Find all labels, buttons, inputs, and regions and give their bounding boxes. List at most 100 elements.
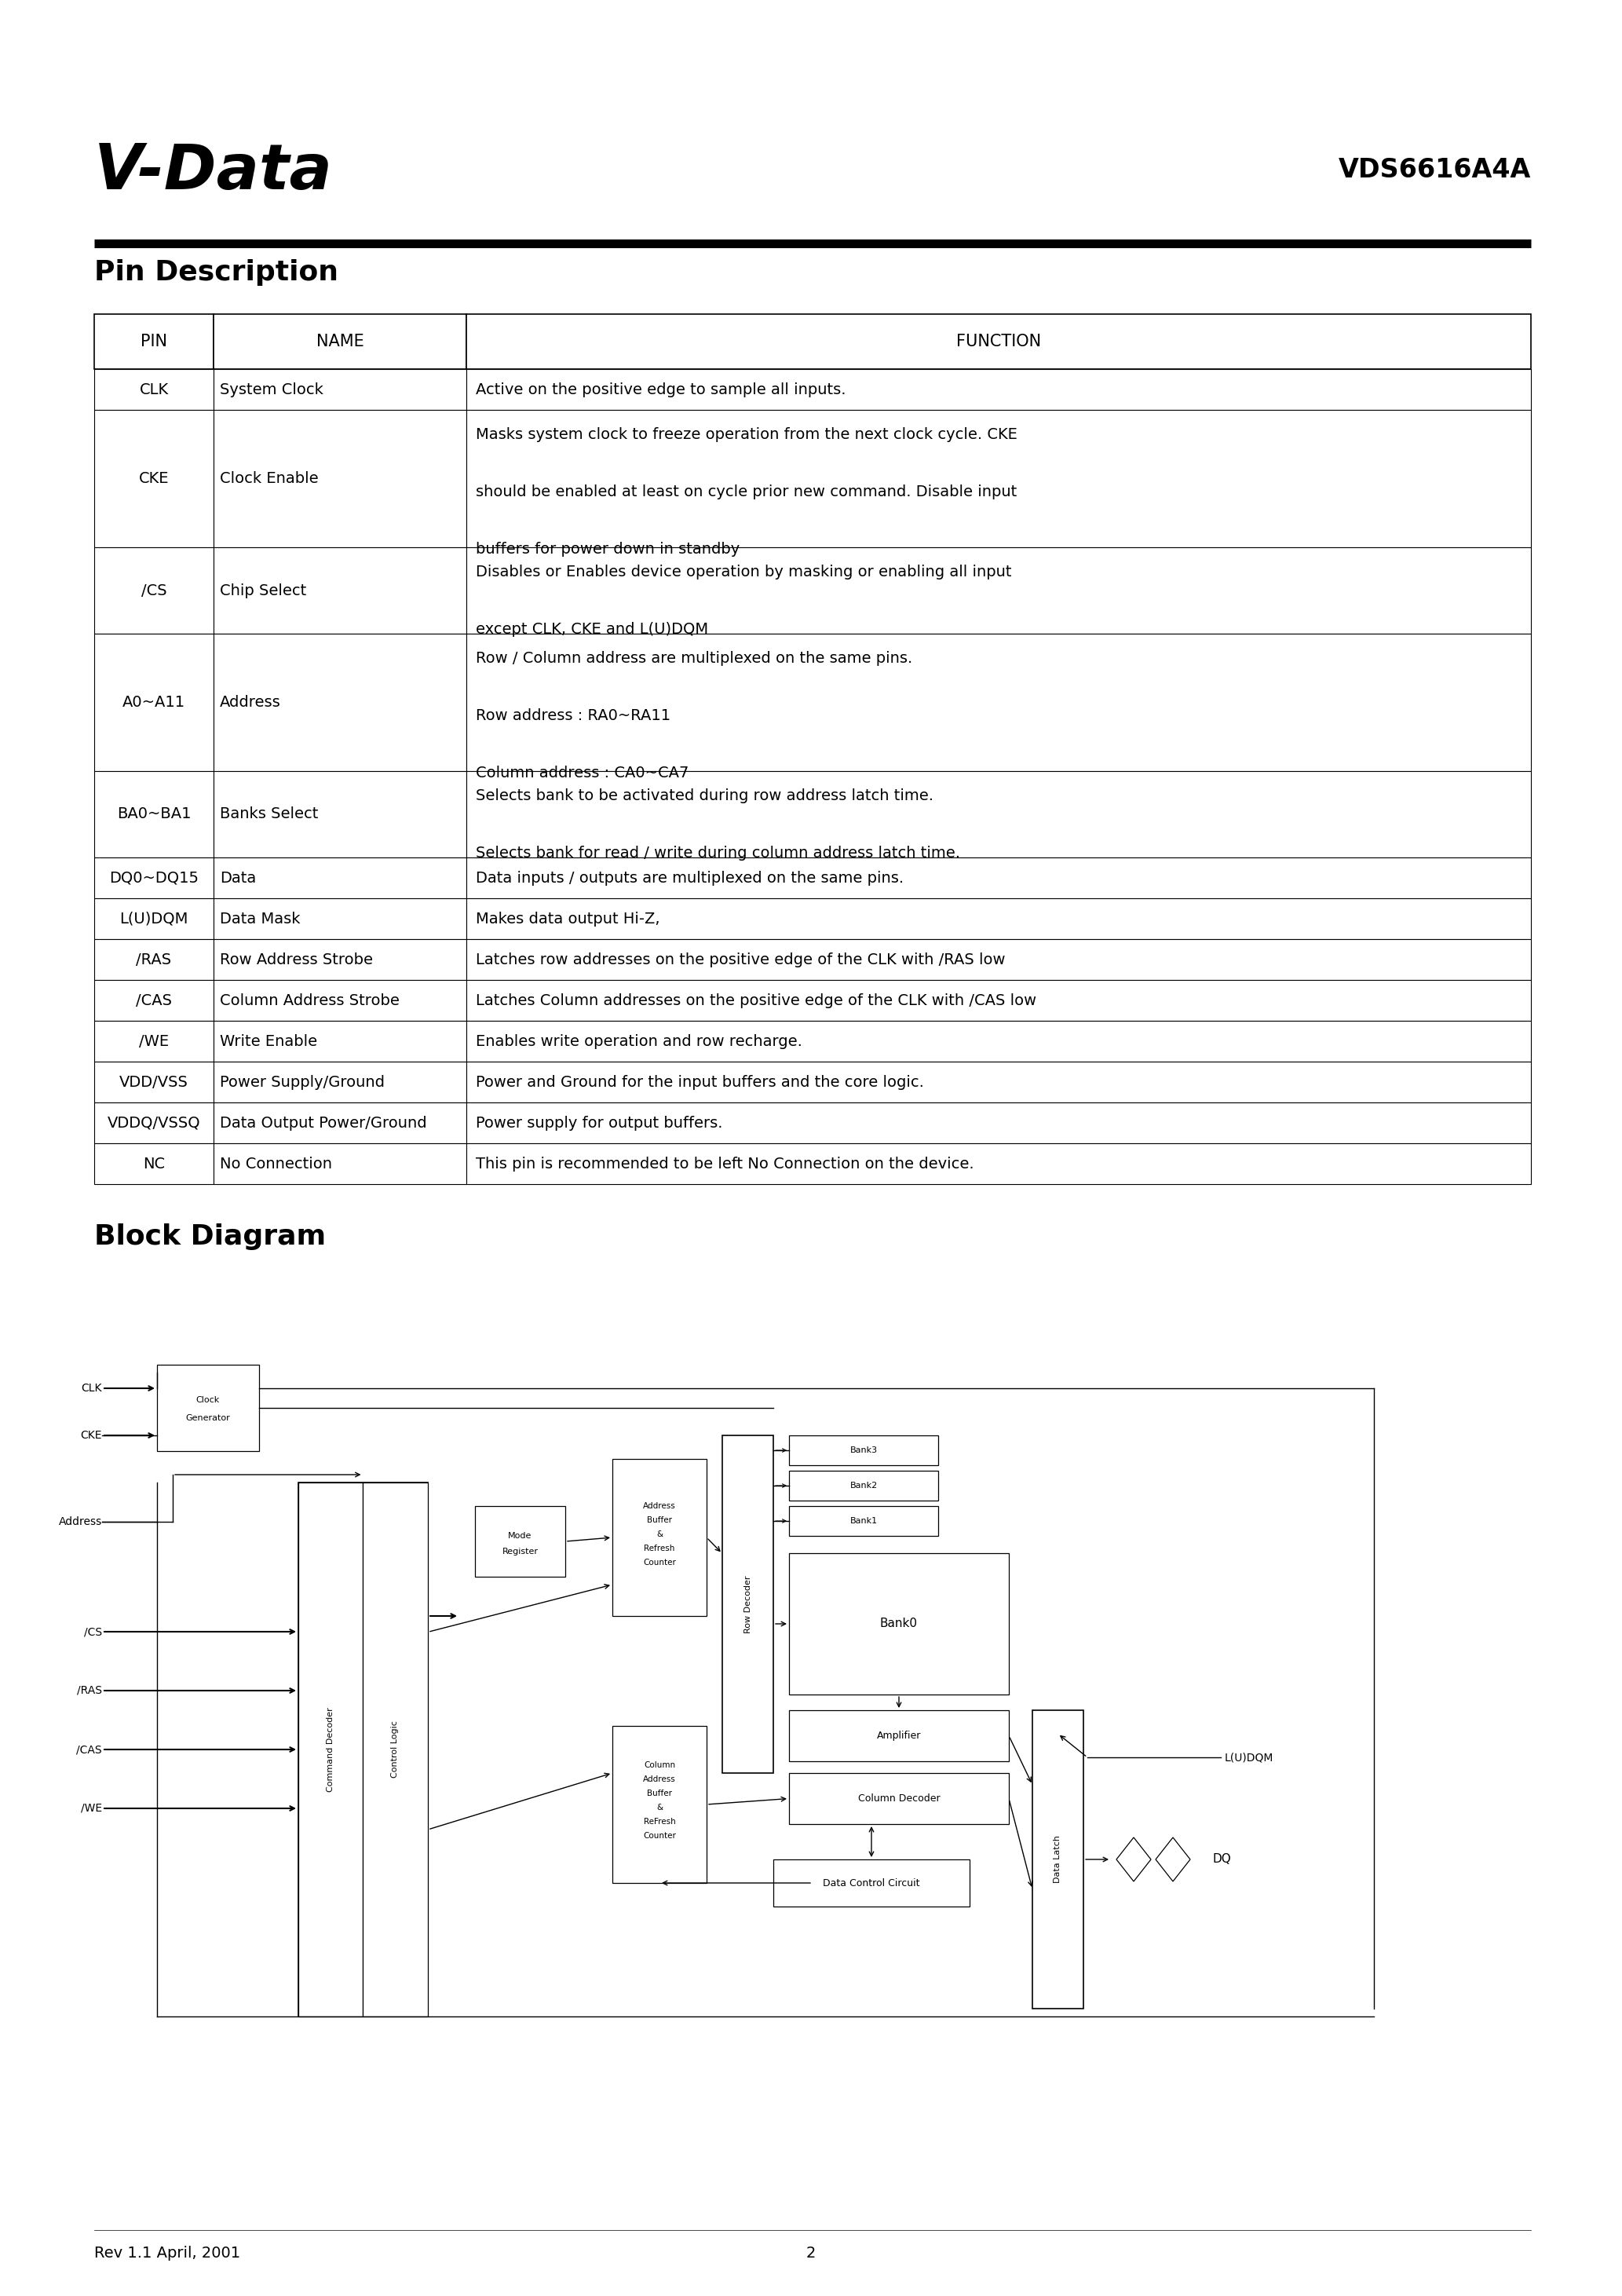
Text: System Clock: System Clock [219, 381, 323, 397]
Bar [94, 1022, 214, 1061]
Text: Disables or Enables device operation by masking or enabling all input: Disables or Enables device operation by … [475, 565, 1012, 579]
Text: CLK: CLK [81, 1382, 102, 1394]
Bar [94, 546, 214, 634]
Text: Selects bank for read / write during column address latch time.: Selects bank for read / write during col… [475, 845, 960, 861]
Bar [466, 1102, 1531, 1143]
Text: Column Address Strobe: Column Address Strobe [219, 992, 399, 1008]
Text: Buffer: Buffer [647, 1515, 672, 1525]
Text: Latches Column addresses on the positive edge of the CLK with /CAS low: Latches Column addresses on the positive… [475, 992, 1036, 1008]
Text: /CAS: /CAS [136, 992, 172, 1008]
Text: ReFresh: ReFresh [644, 1818, 675, 1825]
Bar [466, 980, 1531, 1022]
Text: /RAS: /RAS [76, 1685, 102, 1697]
Text: Clock: Clock [196, 1396, 221, 1403]
Text: Write Enable: Write Enable [219, 1033, 318, 1049]
Text: Row Address Strobe: Row Address Strobe [219, 953, 373, 967]
Text: Data Output Power/Ground: Data Output Power/Ground [219, 1116, 427, 1130]
Text: Row Decoder: Row Decoder [744, 1575, 751, 1632]
Bar [94, 634, 214, 771]
Bar [94, 980, 214, 1022]
Bar [94, 1143, 214, 1185]
Bar [1032, 1711, 1083, 2009]
Text: &: & [657, 1531, 663, 1538]
Bar [214, 370, 466, 411]
Text: NC: NC [143, 1157, 165, 1171]
Text: Rev 1.1 April, 2001: Rev 1.1 April, 2001 [94, 2245, 240, 2262]
Text: FUNCTION: FUNCTION [957, 333, 1041, 349]
Text: Mode: Mode [508, 1531, 532, 1541]
Text: Column: Column [644, 1761, 675, 1770]
Text: &: & [657, 1805, 663, 1812]
Bar [214, 411, 466, 546]
Bar [788, 1472, 938, 1502]
Bar [214, 939, 466, 980]
Bar [363, 1483, 428, 2016]
Bar [214, 315, 466, 370]
Text: Active on the positive edge to sample all inputs.: Active on the positive edge to sample al… [475, 381, 847, 397]
Text: Control Logic: Control Logic [391, 1722, 399, 1777]
Bar [466, 370, 1531, 411]
Bar [214, 634, 466, 771]
Text: NAME: NAME [316, 333, 363, 349]
Bar [466, 939, 1531, 980]
Bar [214, 856, 466, 898]
Text: except CLK, CKE and L(U)DQM: except CLK, CKE and L(U)DQM [475, 622, 709, 636]
Text: This pin is recommended to be left No Connection on the device.: This pin is recommended to be left No Co… [475, 1157, 973, 1171]
Text: BA0~BA1: BA0~BA1 [117, 806, 191, 822]
Text: Banks Select: Banks Select [219, 806, 318, 822]
Bar [214, 1143, 466, 1185]
Text: No Connection: No Connection [219, 1157, 333, 1171]
Text: Clock Enable: Clock Enable [219, 471, 318, 487]
Text: Address: Address [642, 1502, 676, 1511]
Text: Counter: Counter [642, 1832, 676, 1839]
Text: Data Mask: Data Mask [219, 912, 300, 925]
Text: Masks system clock to freeze operation from the next clock cycle. CKE: Masks system clock to freeze operation f… [475, 427, 1017, 443]
Text: Column address : CA0~CA7: Column address : CA0~CA7 [475, 765, 689, 781]
Bar [466, 1143, 1531, 1185]
Text: Bank1: Bank1 [850, 1518, 878, 1525]
Text: Pin Description: Pin Description [94, 259, 339, 285]
Bar [466, 771, 1531, 856]
Bar [788, 1773, 1009, 1823]
Text: L(U)DQM: L(U)DQM [1225, 1752, 1273, 1763]
Text: Row address : RA0~RA11: Row address : RA0~RA11 [475, 707, 670, 723]
Text: Command Decoder: Command Decoder [326, 1708, 334, 1791]
Text: Bank2: Bank2 [850, 1481, 878, 1490]
Text: CKE: CKE [139, 471, 169, 487]
Bar [94, 1102, 214, 1143]
Bar [214, 898, 466, 939]
Bar [613, 1727, 707, 1883]
Text: Latches row addresses on the positive edge of the CLK with /RAS low: Latches row addresses on the positive ed… [475, 953, 1006, 967]
Text: Column Decoder: Column Decoder [858, 1793, 941, 1805]
Bar [157, 1364, 260, 1451]
Bar [298, 1483, 363, 2016]
Text: DQ: DQ [1213, 1853, 1231, 1864]
Text: Register: Register [503, 1548, 539, 1554]
Text: VDS6616A4A: VDS6616A4A [1338, 156, 1531, 184]
Bar [466, 634, 1531, 771]
Text: L(U)DQM: L(U)DQM [120, 912, 188, 925]
Bar [774, 1860, 970, 1906]
Text: Power Supply/Ground: Power Supply/Ground [219, 1075, 384, 1091]
Text: Address: Address [642, 1775, 676, 1784]
Text: Address: Address [58, 1515, 102, 1527]
Text: Data Control Circuit: Data Control Circuit [822, 1878, 920, 1887]
Bar [788, 1552, 1009, 1694]
Text: Selects bank to be activated during row address latch time.: Selects bank to be activated during row … [475, 788, 933, 804]
Text: /CAS: /CAS [76, 1745, 102, 1754]
Text: /WE: /WE [81, 1802, 102, 1814]
Text: CKE: CKE [81, 1430, 102, 1442]
Text: CLK: CLK [139, 381, 169, 397]
Text: /CS: /CS [141, 583, 167, 597]
Text: Refresh: Refresh [644, 1545, 675, 1552]
Text: Bank0: Bank0 [881, 1619, 918, 1630]
Text: /RAS: /RAS [136, 953, 172, 967]
Text: buffers for power down in standby: buffers for power down in standby [475, 542, 740, 556]
Text: V-Data: V-Data [94, 142, 333, 202]
Bar [466, 898, 1531, 939]
Bar [613, 1458, 707, 1616]
Text: Counter: Counter [642, 1559, 676, 1566]
Text: Chip Select: Chip Select [219, 583, 307, 597]
Bar [214, 980, 466, 1022]
Bar [788, 1506, 938, 1536]
